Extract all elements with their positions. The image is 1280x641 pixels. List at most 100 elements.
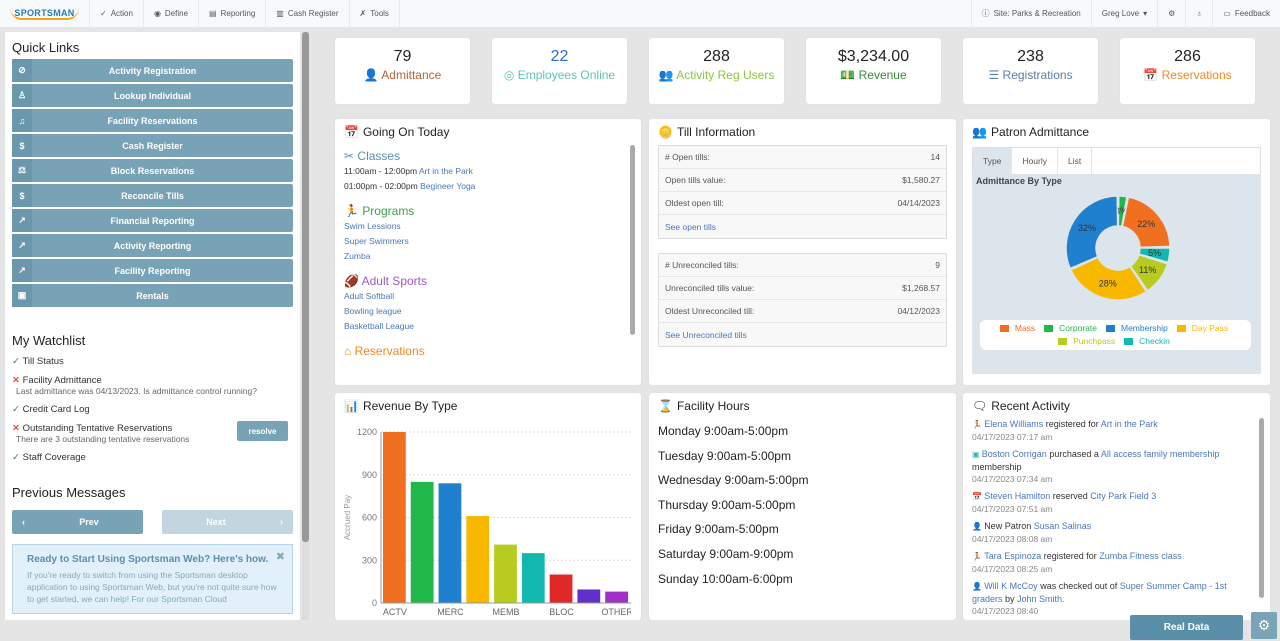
donut-slice-mass[interactable] — [1121, 196, 1171, 249]
stat-label: 💵 Revenue — [840, 68, 907, 82]
stat-card-admittance[interactable]: 79 👤 Admittance — [335, 38, 470, 104]
program-link[interactable]: Zumba — [344, 251, 371, 261]
menu-tools[interactable]: ✗ Tools — [350, 0, 400, 27]
close-icon[interactable]: ✖ — [275, 551, 285, 563]
patron-link[interactable]: Boston Corrigan — [981, 449, 1047, 459]
legend-item[interactable]: Membership — [1105, 323, 1171, 333]
help-button[interactable]: ♁ — [1185, 0, 1212, 27]
quick-link-financial-reporting[interactable]: ↗ Financial Reporting — [12, 209, 293, 232]
feedback-button[interactable]: ▭ Feedback — [1212, 0, 1280, 27]
donut-slice-day-pass[interactable] — [1069, 256, 1148, 301]
legend-item[interactable]: Checkin — [1124, 336, 1173, 346]
sportsman-logo[interactable]: SPORTSMAN — [0, 0, 90, 27]
menu-action[interactable]: ✓ Action — [90, 0, 144, 27]
sport-link[interactable]: Bowling league — [344, 306, 402, 316]
item-link[interactable]: Super Summer Camp - 1st graders — [972, 581, 1227, 604]
timestamp: 04/17/2023 08:40 — [972, 606, 1039, 616]
class-link[interactable]: Art in the Park — [419, 166, 473, 176]
donut-slice-punchpass[interactable] — [1129, 253, 1169, 292]
check-icon: ✓ — [12, 452, 23, 463]
quick-link-block-reservations[interactable]: ⚖ Block Reservations — [12, 159, 293, 182]
patron-link[interactable]: Tara Espinoza — [984, 551, 1042, 561]
user-plus-icon: 👤 — [972, 522, 985, 531]
item-link[interactable]: Art in the Park — [1100, 419, 1158, 429]
quick-link-icon: ♙ — [12, 84, 32, 107]
item-link[interactable]: City Park Field 3 — [1090, 491, 1157, 501]
bar[interactable] — [549, 574, 573, 604]
stat-card-registrations[interactable]: 238 ☰ Registrations — [963, 38, 1098, 104]
patron-link[interactable]: Susan Salinas — [1033, 521, 1092, 531]
staff-link[interactable]: John Smith. — [1017, 594, 1065, 604]
y-tick-label: 1200 — [357, 427, 377, 437]
menu-reporting[interactable]: ▤ Reporting — [199, 0, 267, 27]
class-item: 01:00pm - 02:00pm Begineer Yoga — [344, 181, 476, 191]
program-link[interactable]: Super Swimmers — [344, 236, 409, 246]
class-item: 11:00am - 12:00pm Art in the Park — [344, 166, 473, 176]
quick-link-icon: ⚖ — [12, 159, 32, 182]
y-axis-label: Accrued Pay — [343, 495, 352, 540]
left-sidebar: Quick Links ⊘ Activity Registration ♙ Looku… — [5, 32, 300, 622]
bar[interactable] — [577, 589, 601, 603]
legend-item[interactable]: Punchpass — [1058, 336, 1118, 346]
tab-list[interactable]: List — [1058, 148, 1093, 174]
footer-settings-button[interactable]: ⚙ — [1251, 612, 1277, 639]
quick-link-lookup-individual[interactable]: ♙ Lookup Individual — [12, 84, 293, 107]
going-on-scrollbar[interactable] — [630, 145, 635, 335]
patron-link[interactable]: Elena Williams — [984, 419, 1044, 429]
bar[interactable] — [466, 516, 490, 603]
item-link[interactable]: All access family membership — [1100, 449, 1220, 459]
quick-link-activity-registration[interactable]: ⊘ Activity Registration — [12, 59, 293, 82]
bar[interactable] — [438, 483, 462, 603]
next-button[interactable]: Next › — [162, 510, 293, 534]
bar[interactable] — [494, 544, 517, 603]
menu-define[interactable]: ◉ Define — [144, 0, 200, 27]
quick-link-facility-reporting[interactable]: ↗ Facility Reporting — [12, 259, 293, 282]
quick-link-cash-register[interactable]: $ Cash Register — [12, 134, 293, 157]
legend-item[interactable]: Mass — [999, 323, 1038, 333]
sport-link[interactable]: Adult Softball — [344, 291, 395, 301]
user-menu[interactable]: Greg Love ▾ — [1090, 0, 1157, 27]
quick-link-icon: ▣ — [12, 284, 32, 307]
stat-card-revenue[interactable]: $3,234.00 💵 Revenue — [806, 38, 941, 104]
see-tills-link[interactable]: See Unreconciled tills — [665, 329, 747, 340]
patron-link[interactable]: Steven Hamilton — [984, 491, 1051, 501]
bar[interactable] — [383, 432, 406, 603]
stat-card-activity-reg-users[interactable]: 288 👥 Activity Reg Users — [649, 38, 784, 104]
patron-link[interactable]: Will K McCoy — [984, 581, 1038, 591]
tab-type[interactable]: Type — [973, 148, 1013, 174]
site-selector[interactable]: ⓘ Site: Parks & Recreation — [970, 0, 1091, 27]
stat-card-employees-online[interactable]: 22 ◎ Employees Online — [492, 38, 627, 104]
quick-link-rentals[interactable]: ▣ Rentals — [12, 284, 293, 307]
quick-link-facility-reservations[interactable]: ♫ Facility Reservations — [12, 109, 293, 132]
see-tills-link[interactable]: See open tills — [665, 221, 717, 232]
sport-link[interactable]: Basketball League — [344, 321, 414, 331]
stat-value: $3,234.00 — [837, 48, 910, 65]
run-icon: 🏃 — [972, 420, 985, 429]
y-tick-label: 600 — [362, 513, 377, 523]
item-link[interactable]: Zumba Fitness class — [1099, 551, 1182, 561]
check-icon: ✓ — [100, 9, 107, 18]
real-data-button[interactable]: Real Data — [1130, 615, 1243, 640]
legend-item[interactable]: Day Pass — [1176, 323, 1231, 333]
quick-link-activity-reporting[interactable]: ↗ Activity Reporting — [12, 234, 293, 257]
donut-slice-membership[interactable] — [1065, 195, 1119, 270]
bar[interactable] — [605, 591, 628, 603]
sidebar-scrollbar[interactable] — [302, 32, 309, 622]
resolve-button[interactable]: resolve — [237, 421, 288, 441]
legend-swatch — [1105, 325, 1115, 333]
legend-item[interactable]: Corporate — [1044, 323, 1100, 333]
quick-link-icon: $ — [12, 134, 32, 157]
settings-button[interactable]: ⚙ — [1157, 0, 1185, 27]
prev-button[interactable]: ‹ Prev — [12, 510, 143, 534]
menu-cash-register[interactable]: ▥ Cash Register — [266, 0, 350, 27]
bar[interactable] — [410, 481, 434, 603]
activity-scrollbar[interactable] — [1259, 418, 1264, 598]
patron-admittance-panel: 👥 Patron Admittance Type Hourly List Admi… — [963, 119, 1270, 385]
quick-link-reconcile-tills[interactable]: $ Reconcile Tills — [12, 184, 293, 207]
class-link[interactable]: Begineer Yoga — [420, 181, 476, 191]
stat-card-reservations[interactable]: 286 📅 Reservations — [1120, 38, 1255, 104]
hours-row: Monday 9:00am-5:00pm — [658, 424, 789, 438]
bar[interactable] — [521, 553, 545, 603]
program-link[interactable]: Swim Lessions — [344, 221, 401, 231]
tab-hourly[interactable]: Hourly — [1012, 148, 1058, 174]
